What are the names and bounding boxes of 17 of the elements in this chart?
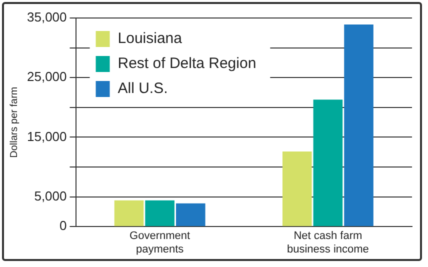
- y-tick-label: 0: [60, 218, 67, 234]
- x-tick-label: Government payments: [130, 230, 190, 256]
- y-tick-label: 35,000: [26, 10, 67, 25]
- bar: [313, 100, 343, 226]
- y-axis-title: Dollars per farm: [8, 86, 20, 158]
- legend-label: Louisiana: [118, 30, 183, 48]
- bar: [114, 200, 144, 226]
- bar: [145, 200, 174, 226]
- legend-label: Rest of Delta Region: [118, 55, 256, 72]
- x-tick-label: Net cash farm business income: [286, 230, 369, 256]
- legend-label: All U.S.: [118, 80, 168, 98]
- bar: [282, 152, 312, 226]
- y-tick-label: 15,000: [26, 128, 67, 144]
- bar: [176, 203, 206, 226]
- y-tick-label: 5,000: [34, 188, 67, 204]
- y-tick-label: 25,000: [26, 69, 67, 84]
- bar: [344, 24, 374, 226]
